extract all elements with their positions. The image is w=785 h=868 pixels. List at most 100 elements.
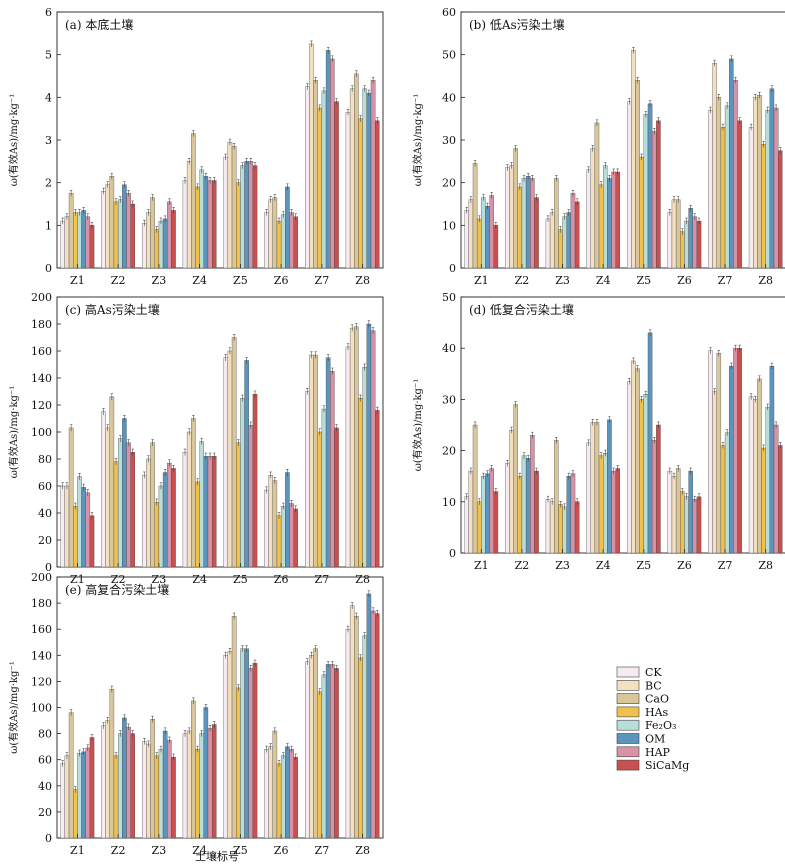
x-tick-label: Z2 [515,274,530,287]
legend-label: SiCaMg [645,759,689,772]
bar-Z8-Fe2O3 [362,88,367,269]
bar-Z1-OM [81,210,86,269]
bar-Z6-BC [671,476,677,554]
panels: 0 1 2 3 4 5 6 ω(有效As)/mg·kg⁻¹ (a) 本底土壤 Z1 Z2 Z3 Z4 Z5… [7,6,785,857]
bar-Z8-BC [753,97,758,269]
y-tick-label: 120 [31,399,52,412]
bar-Z8-OM [769,365,775,554]
bar-Z3-CK [141,475,147,568]
bar-Z7-Fe2O3 [724,105,730,269]
bar-Z2-SiCaMg [130,733,136,839]
bar-Z8-SiCaMg [374,120,380,269]
y-tick-label: 60 [442,6,456,19]
bar-Z3-CK [141,223,147,269]
bar-Z5-HAs [236,687,241,839]
x-tick-label: Z3 [152,844,167,857]
bar-Z8-CK [748,396,754,554]
bar-Z2-SiCaMg [534,470,539,554]
legend-item: HAP [616,746,671,759]
bar-Z3-OM [566,212,572,269]
x-tick-label: Z7 [315,274,330,287]
legend-label: HAP [645,746,671,759]
bar-Z8-CK [345,346,351,568]
bar-Z6-CK [667,212,673,269]
legend-swatch [616,733,640,744]
bar-Z5-SiCaMg [252,394,258,568]
x-tick-label: Z2 [111,573,126,586]
y-tick-label: 80 [38,728,52,741]
x-tick-label: Z1 [70,844,85,857]
bar-Z4-CK [586,442,591,554]
chart-panel-2: 0 10 20 30 40 50 60 ω(有效As)/mg·kg⁻¹ (b) 低As污染土壤 Z… [411,6,785,287]
bar-Z3-HAP [167,739,172,839]
y-axis-label: ω(有效As)/mg·kg⁻¹ [411,94,424,187]
bar-Z7-BC [712,391,717,554]
bar-Z2-CaO [513,148,518,269]
bar-Z7-CK [304,661,310,839]
bar-Z7-CK [304,391,310,568]
bar-Z1-OM [81,751,86,839]
bar-Z6-HAP [692,499,698,554]
bar-Z6-SiCaMg [293,216,299,269]
bar-Z6-HAP [692,216,698,269]
bar-Z1-BC [64,755,70,839]
bar-Z4-Fe2O3 [199,733,204,839]
chart-title: (d) 低复合污染土壤 [469,302,574,317]
bar-Z3-BC [146,458,151,568]
bar-Z4-CK [182,452,188,568]
y-tick-label: 1 [45,219,52,232]
y-tick-label: 6 [45,6,52,19]
bar-Z6-HAP [289,212,294,269]
bar-Z8-HAs [761,144,766,269]
bar-Z2-HAP [126,442,131,568]
bar-Z5-Fe2O3 [240,648,245,839]
bar-Z6-SiCaMg [293,508,299,568]
bar-Z5-SiCaMg [252,662,258,839]
bar-Z7-SiCaMg [334,668,339,839]
bar-Z4-BC [186,730,192,839]
bar-Z6-BC [268,746,273,839]
legend-item: SiCaMg [616,759,689,772]
bar-Z5-HAP [248,425,254,568]
bar-Z6-CK [264,489,269,568]
x-tick-label: Z5 [233,844,248,857]
bar-Z8-HAP [370,330,376,568]
bar-Z4-HAP [207,180,213,269]
bar-Z1-CaO [68,193,74,269]
y-tick-label: 100 [31,702,52,715]
bar-Z3-BC [146,212,151,269]
bar-Z3-BC [549,501,555,554]
bar-Z6-Fe2O3 [684,496,689,554]
bar-Z5-SiCaMg [252,165,258,269]
y-tick-label: 40 [38,507,52,520]
bar-Z4-SiCaMg [211,180,217,269]
bar-Z4-SiCaMg [615,468,621,554]
bar-Z3-BC [146,743,151,839]
y-tick-label: 140 [31,372,52,385]
bar-Z7-Fe2O3 [321,408,327,568]
x-tick-label: Z8 [355,844,370,857]
bar-Z6-CaO [675,199,681,269]
bar-Z3-HAs [558,504,563,554]
bar-Z4-SiCaMg [211,456,217,568]
bar-Z8-BC [349,327,355,568]
bar-Z1-BC [468,470,474,554]
y-tick-label: 5 [45,49,52,62]
legend-item: CK [616,666,662,679]
bar-Z5-SiCaMg [656,120,661,269]
bar-Z6-CK [264,212,269,269]
bar-Z5-CK [223,156,229,269]
x-tick-label: Z7 [718,274,733,287]
x-tick-label: Z6 [677,559,692,572]
bar-Z8-Fe2O3 [362,635,367,839]
y-tick-label: 20 [442,445,456,458]
x-tick-label: Z3 [555,274,570,287]
bar-Z1-OM [81,487,86,568]
bar-Z8-CaO [354,615,359,839]
bar-Z1-SiCaMg [89,515,95,568]
bar-Z2-CK [101,411,106,568]
bar-Z1-SiCaMg [493,491,499,554]
bar-Z5-HAP [248,161,254,269]
bar-Z6-HAs [680,491,685,554]
bar-Z7-HAs [317,431,323,568]
